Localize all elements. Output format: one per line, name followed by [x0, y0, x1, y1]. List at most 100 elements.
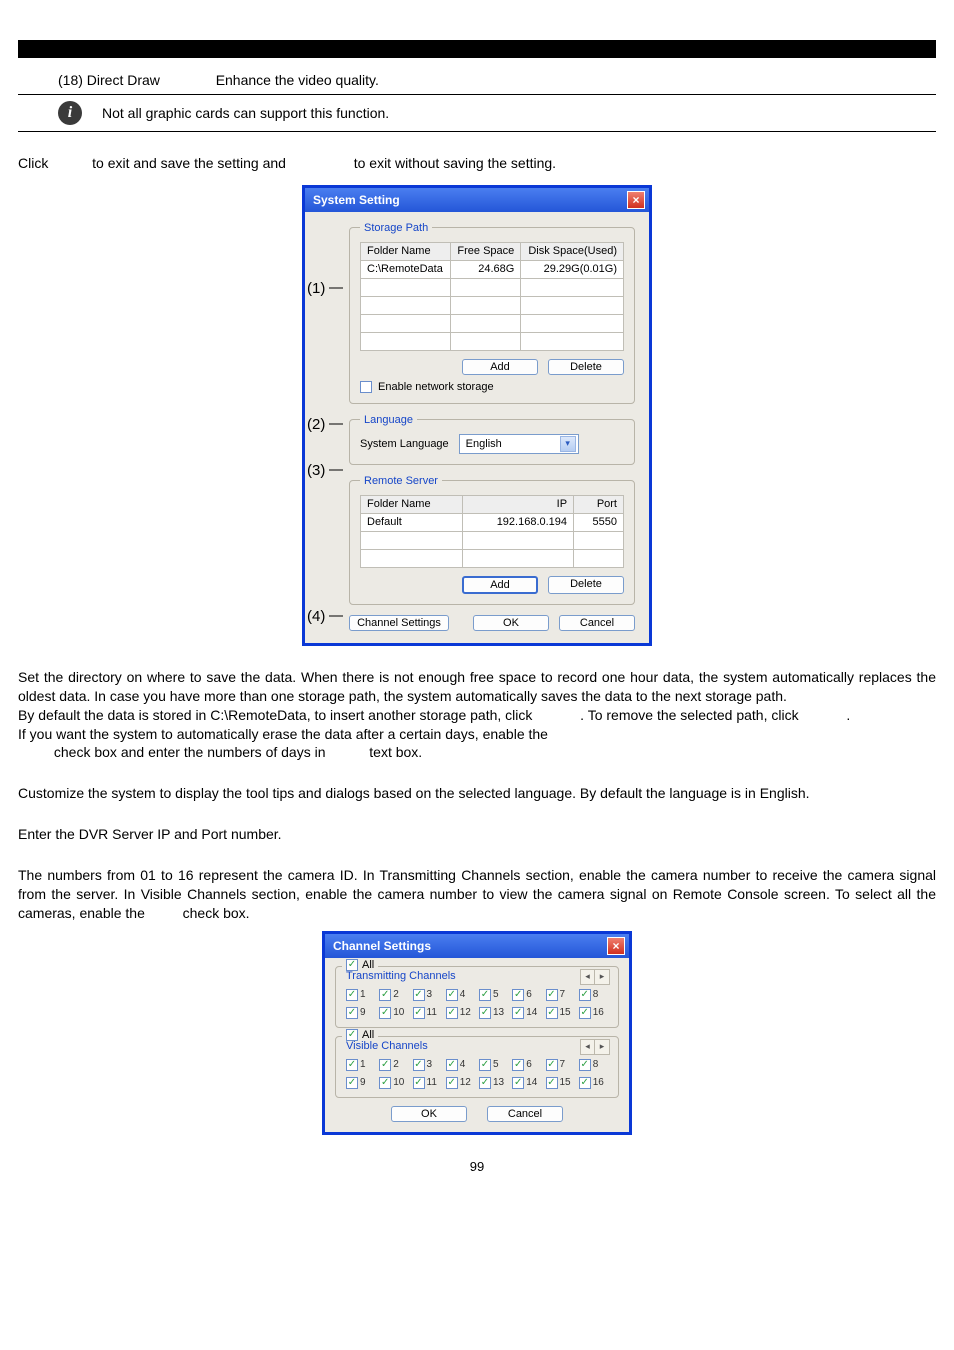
channel-checkbox[interactable]: ✓1	[346, 989, 375, 1001]
channel-checkbox[interactable]: ✓16	[579, 1007, 608, 1019]
item-desc: Enhance the video quality.	[216, 72, 379, 88]
para-storage-3: If you want the system to automatically …	[18, 725, 936, 763]
g1-legend: Transmitting Channels	[346, 970, 456, 982]
channel-checkbox[interactable]: ✓2	[379, 989, 408, 1001]
close-icon[interactable]: ×	[607, 937, 625, 955]
channel-checkbox[interactable]: ✓3	[413, 989, 442, 1001]
check-icon: ✓	[446, 1007, 458, 1019]
check-icon: ✓	[379, 1077, 391, 1089]
para-channels: The numbers from 01 to 16 represent the …	[18, 866, 936, 923]
check-icon: ✓	[512, 1007, 524, 1019]
pager-2[interactable]: ◂▸	[580, 1039, 610, 1055]
check-icon: ✓	[479, 1007, 491, 1019]
col-folder: Folder Name	[361, 242, 451, 260]
channel-settings-dialog: Channel Settings × ✓ All Transmitting Ch…	[322, 931, 632, 1135]
channel-checkbox[interactable]: ✓10	[379, 1077, 408, 1089]
channel-checkbox[interactable]: ✓1	[346, 1059, 375, 1071]
channel-checkbox[interactable]: ✓6	[512, 1059, 541, 1071]
channel-checkbox[interactable]: ✓15	[546, 1077, 575, 1089]
storage-table: Folder Name Free Space Disk Space(Used) …	[360, 242, 624, 351]
check-icon: ✓	[546, 1077, 558, 1089]
check-icon: ✓	[346, 1007, 358, 1019]
check-icon: ✓	[546, 989, 558, 1001]
table-row[interactable]: Default 192.168.0.194 5550	[361, 513, 624, 531]
ok-button[interactable]: OK	[473, 615, 549, 631]
remote-delete-button[interactable]: Delete	[548, 576, 624, 594]
check-icon: ✓	[446, 989, 458, 1001]
chevron-down-icon: ▾	[560, 436, 576, 452]
col-folder2: Folder Name	[361, 495, 463, 513]
table-row[interactable]: C:\RemoteData 24.68G 29.29G(0.01G)	[361, 260, 624, 278]
close-icon[interactable]: ×	[627, 191, 645, 209]
para-storage-1: Set the directory on where to save the d…	[18, 668, 936, 706]
language-select[interactable]: English ▾	[459, 434, 579, 454]
channel-checkbox[interactable]: ✓15	[546, 1007, 575, 1019]
channel-checkbox[interactable]: ✓12	[446, 1007, 475, 1019]
col-port: Port	[574, 495, 624, 513]
check-icon: ✓	[579, 989, 591, 1001]
col-free: Free Space	[450, 242, 521, 260]
channel-checkbox[interactable]: ✓4	[446, 989, 475, 1001]
check-icon: ✓	[546, 1007, 558, 1019]
remote-server-group: Remote Server Folder Name IP Port Defaul…	[349, 475, 635, 605]
check-icon: ✓	[479, 1059, 491, 1071]
enable-network-checkbox[interactable]	[360, 381, 372, 393]
check-icon: ✓	[512, 1077, 524, 1089]
ch-ok-button[interactable]: OK	[391, 1106, 467, 1122]
header-bar	[18, 40, 936, 58]
g2-legend: Visible Channels	[346, 1040, 428, 1052]
remote-add-button[interactable]: Add	[462, 576, 538, 594]
para-remote: Enter the DVR Server IP and Port number.	[18, 825, 936, 844]
check-icon: ✓	[346, 1077, 358, 1089]
channel-checkbox[interactable]: ✓7	[546, 1059, 575, 1071]
channel-checkbox[interactable]: ✓5	[479, 1059, 508, 1071]
channel-checkbox[interactable]: ✓11	[413, 1077, 442, 1089]
info-icon: i	[58, 101, 82, 125]
intro-mid: to exit and save the setting and	[92, 155, 286, 171]
check-icon: ✓	[379, 1059, 391, 1071]
channel-checkbox[interactable]: ✓2	[379, 1059, 408, 1071]
item-label: (18) Direct Draw	[58, 72, 160, 88]
remote-legend: Remote Server	[360, 475, 442, 487]
channel-checkbox[interactable]: ✓14	[512, 1007, 541, 1019]
channel-checkbox[interactable]: ✓3	[413, 1059, 442, 1071]
channel-checkbox[interactable]: ✓13	[479, 1007, 508, 1019]
channel-checkbox[interactable]: ✓13	[479, 1077, 508, 1089]
system-setting-dialog: System Setting × (1) (2) (3) (4)	[302, 185, 652, 646]
storage-delete-button[interactable]: Delete	[548, 359, 624, 375]
check-icon: ✓	[446, 1077, 458, 1089]
channel-checkbox[interactable]: ✓10	[379, 1007, 408, 1019]
dialog-titlebar: System Setting ×	[305, 188, 649, 212]
info-text: Not all graphic cards can support this f…	[102, 105, 389, 121]
channel-checkbox[interactable]: ✓11	[413, 1007, 442, 1019]
item-row: (18) Direct Draw Enhance the video quali…	[18, 68, 936, 95]
page-number: 99	[18, 1159, 936, 1174]
storage-add-button[interactable]: Add	[462, 359, 538, 375]
channel-checkbox[interactable]: ✓16	[579, 1077, 608, 1089]
channel-checkbox[interactable]: ✓7	[546, 989, 575, 1001]
channel-checkbox[interactable]: ✓9	[346, 1077, 375, 1089]
check-icon: ✓	[413, 1059, 425, 1071]
check-icon: ✓	[479, 989, 491, 1001]
channel-checkbox[interactable]: ✓5	[479, 989, 508, 1001]
check-icon: ✓	[512, 989, 524, 1001]
channel-checkbox[interactable]: ✓8	[579, 989, 608, 1001]
check-icon: ✓	[479, 1077, 491, 1089]
remote-table: Folder Name IP Port Default 192.168.0.19…	[360, 495, 624, 568]
info-row: i Not all graphic cards can support this…	[18, 95, 936, 132]
channel-checkbox[interactable]: ✓9	[346, 1007, 375, 1019]
language-label: System Language	[360, 438, 449, 450]
channel-settings-button[interactable]: Channel Settings	[349, 615, 449, 631]
channel-checkbox[interactable]: ✓8	[579, 1059, 608, 1071]
channel-checkbox[interactable]: ✓4	[446, 1059, 475, 1071]
check-icon: ✓	[546, 1059, 558, 1071]
channel-checkbox[interactable]: ✓12	[446, 1077, 475, 1089]
check-icon: ✓	[579, 1077, 591, 1089]
pager-1[interactable]: ◂▸	[580, 969, 610, 985]
channel-checkbox[interactable]: ✓14	[512, 1077, 541, 1089]
check-icon: ✓	[379, 989, 391, 1001]
channel-checkbox[interactable]: ✓6	[512, 989, 541, 1001]
check-icon: ✓	[413, 989, 425, 1001]
ch-cancel-button[interactable]: Cancel	[487, 1106, 563, 1122]
cancel-button[interactable]: Cancel	[559, 615, 635, 631]
